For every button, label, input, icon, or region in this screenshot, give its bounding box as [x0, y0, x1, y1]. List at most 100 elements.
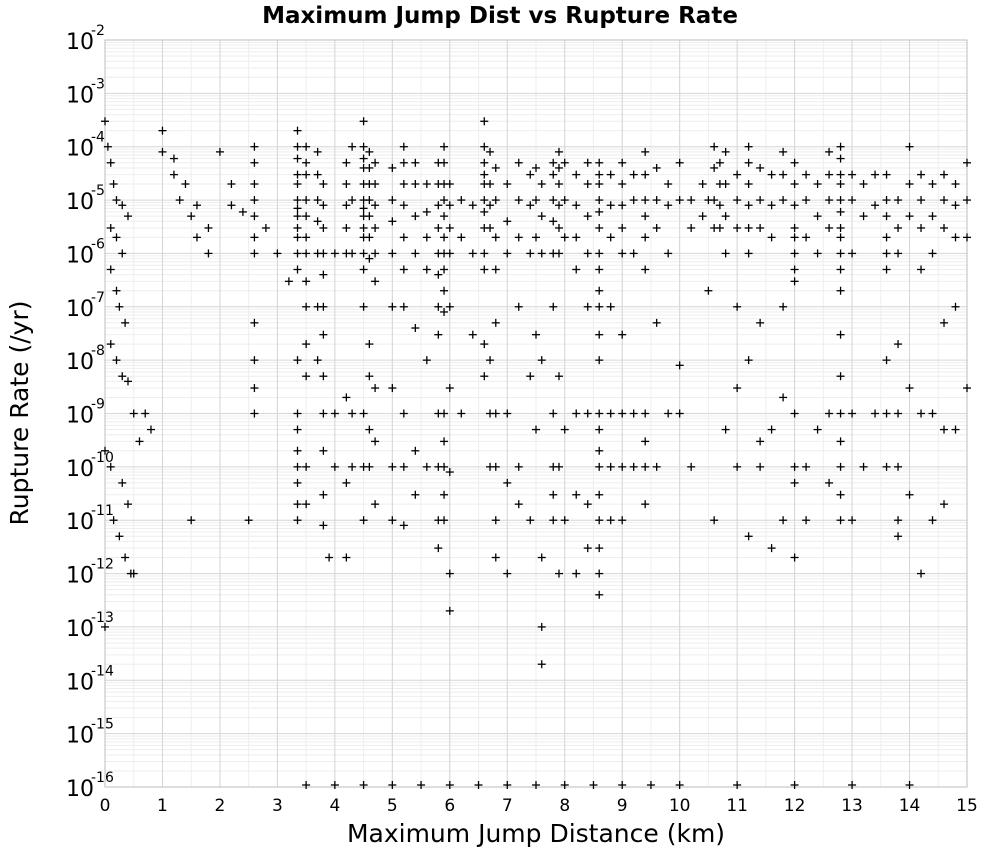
- scatter-point: [595, 223, 604, 232]
- scatter-point: [790, 180, 799, 189]
- scatter-point: [526, 516, 535, 525]
- y-tick-base: 10: [66, 83, 94, 108]
- scatter-point: [440, 516, 449, 525]
- scatter-point: [554, 180, 563, 189]
- scatter-point: [491, 516, 500, 525]
- scatter-point: [756, 196, 765, 205]
- scatter-point: [905, 212, 914, 221]
- scatter-point: [606, 201, 615, 210]
- scatter-point: [664, 201, 673, 210]
- scatter-point: [486, 223, 495, 232]
- scatter-point: [365, 212, 374, 221]
- scatter-point: [744, 158, 753, 167]
- scatter-point: [422, 180, 431, 189]
- y-tick-label: 10-5: [66, 183, 105, 215]
- scatter-point: [629, 196, 638, 205]
- scatter-point: [417, 781, 426, 789]
- scatter-point: [302, 170, 311, 179]
- scatter-point: [187, 212, 196, 221]
- scatter-point: [434, 270, 443, 279]
- scatter-point: [388, 249, 397, 258]
- scatter-point: [606, 170, 615, 179]
- scatter-point: [894, 532, 903, 541]
- scatter-point: [767, 425, 776, 434]
- scatter-point: [319, 409, 328, 418]
- scatter-point: [399, 201, 408, 210]
- scatter-point: [293, 249, 302, 258]
- scatter-point: [583, 544, 592, 553]
- scatter-point: [302, 340, 311, 349]
- scatter-point: [445, 781, 454, 789]
- scatter-point: [940, 223, 949, 232]
- scatter-point: [411, 158, 420, 167]
- scatter-point: [359, 302, 368, 311]
- scatter-point: [399, 409, 408, 418]
- scatter-point: [293, 356, 302, 365]
- scatter-point: [514, 462, 523, 471]
- scatter-point: [514, 158, 523, 167]
- scatter-point: [554, 569, 563, 578]
- scatter-point: [319, 446, 328, 455]
- scatter-point: [606, 302, 615, 311]
- scatter-point: [319, 223, 328, 232]
- scatter-point: [595, 302, 604, 311]
- scatter-point: [641, 233, 650, 242]
- scatter-point: [572, 490, 581, 499]
- scatter-point: [293, 516, 302, 525]
- scatter-point: [250, 158, 259, 167]
- scatter-point: [330, 409, 339, 418]
- scatter-point: [112, 286, 121, 295]
- scatter-point: [503, 478, 512, 487]
- scatter-point: [422, 207, 431, 216]
- scatter-point: [733, 223, 742, 232]
- scatter-point: [572, 233, 581, 242]
- scatter-point: [480, 340, 489, 349]
- scatter-point: [951, 180, 960, 189]
- scatter-point: [514, 233, 523, 242]
- scatter-point: [141, 409, 150, 418]
- scatter-point: [503, 180, 512, 189]
- scatter-point: [779, 393, 788, 402]
- scatter-point: [882, 265, 891, 274]
- scatter-point: [101, 117, 109, 126]
- scatter-point: [480, 158, 489, 167]
- scatter-point: [825, 170, 834, 179]
- x-tick-label: 11: [726, 796, 748, 816]
- scatter-point: [549, 516, 558, 525]
- scatter-point: [618, 781, 627, 789]
- scatter-point: [802, 196, 811, 205]
- scatter-point: [302, 233, 311, 242]
- y-tick-label: 10-7: [66, 290, 105, 322]
- scatter-point: [618, 330, 627, 339]
- scatter-point: [118, 372, 127, 381]
- y-tick-base: 10: [66, 190, 94, 215]
- scatter-point: [293, 233, 302, 242]
- scatter-point: [813, 180, 822, 189]
- x-tick-label: 9: [617, 796, 628, 816]
- scatter-point: [445, 384, 454, 393]
- scatter-point: [549, 217, 558, 226]
- scatter-point: [537, 356, 546, 365]
- scatter-point: [790, 249, 799, 258]
- scatter-point: [440, 142, 449, 151]
- scatter-point: [583, 500, 592, 509]
- scatter-point: [589, 781, 598, 789]
- scatter-point: [618, 249, 627, 258]
- scatter-point: [825, 409, 834, 418]
- scatter-point: [514, 302, 523, 311]
- scatter-point: [744, 223, 753, 232]
- scatter-point: [371, 500, 380, 509]
- scatter-point: [169, 170, 178, 179]
- scatter-point: [905, 384, 914, 393]
- y-tick-label: 10-13: [66, 610, 114, 642]
- scatter-point: [411, 490, 420, 499]
- scatter-point: [480, 196, 489, 205]
- scatter-point: [434, 201, 443, 210]
- scatter-point: [486, 356, 495, 365]
- scatter-point: [371, 180, 380, 189]
- scatter-point: [790, 223, 799, 232]
- scatter-point: [641, 265, 650, 274]
- y-tick-exponent: -13: [91, 610, 114, 626]
- scatter-point: [359, 142, 368, 151]
- scatter-point: [250, 318, 259, 327]
